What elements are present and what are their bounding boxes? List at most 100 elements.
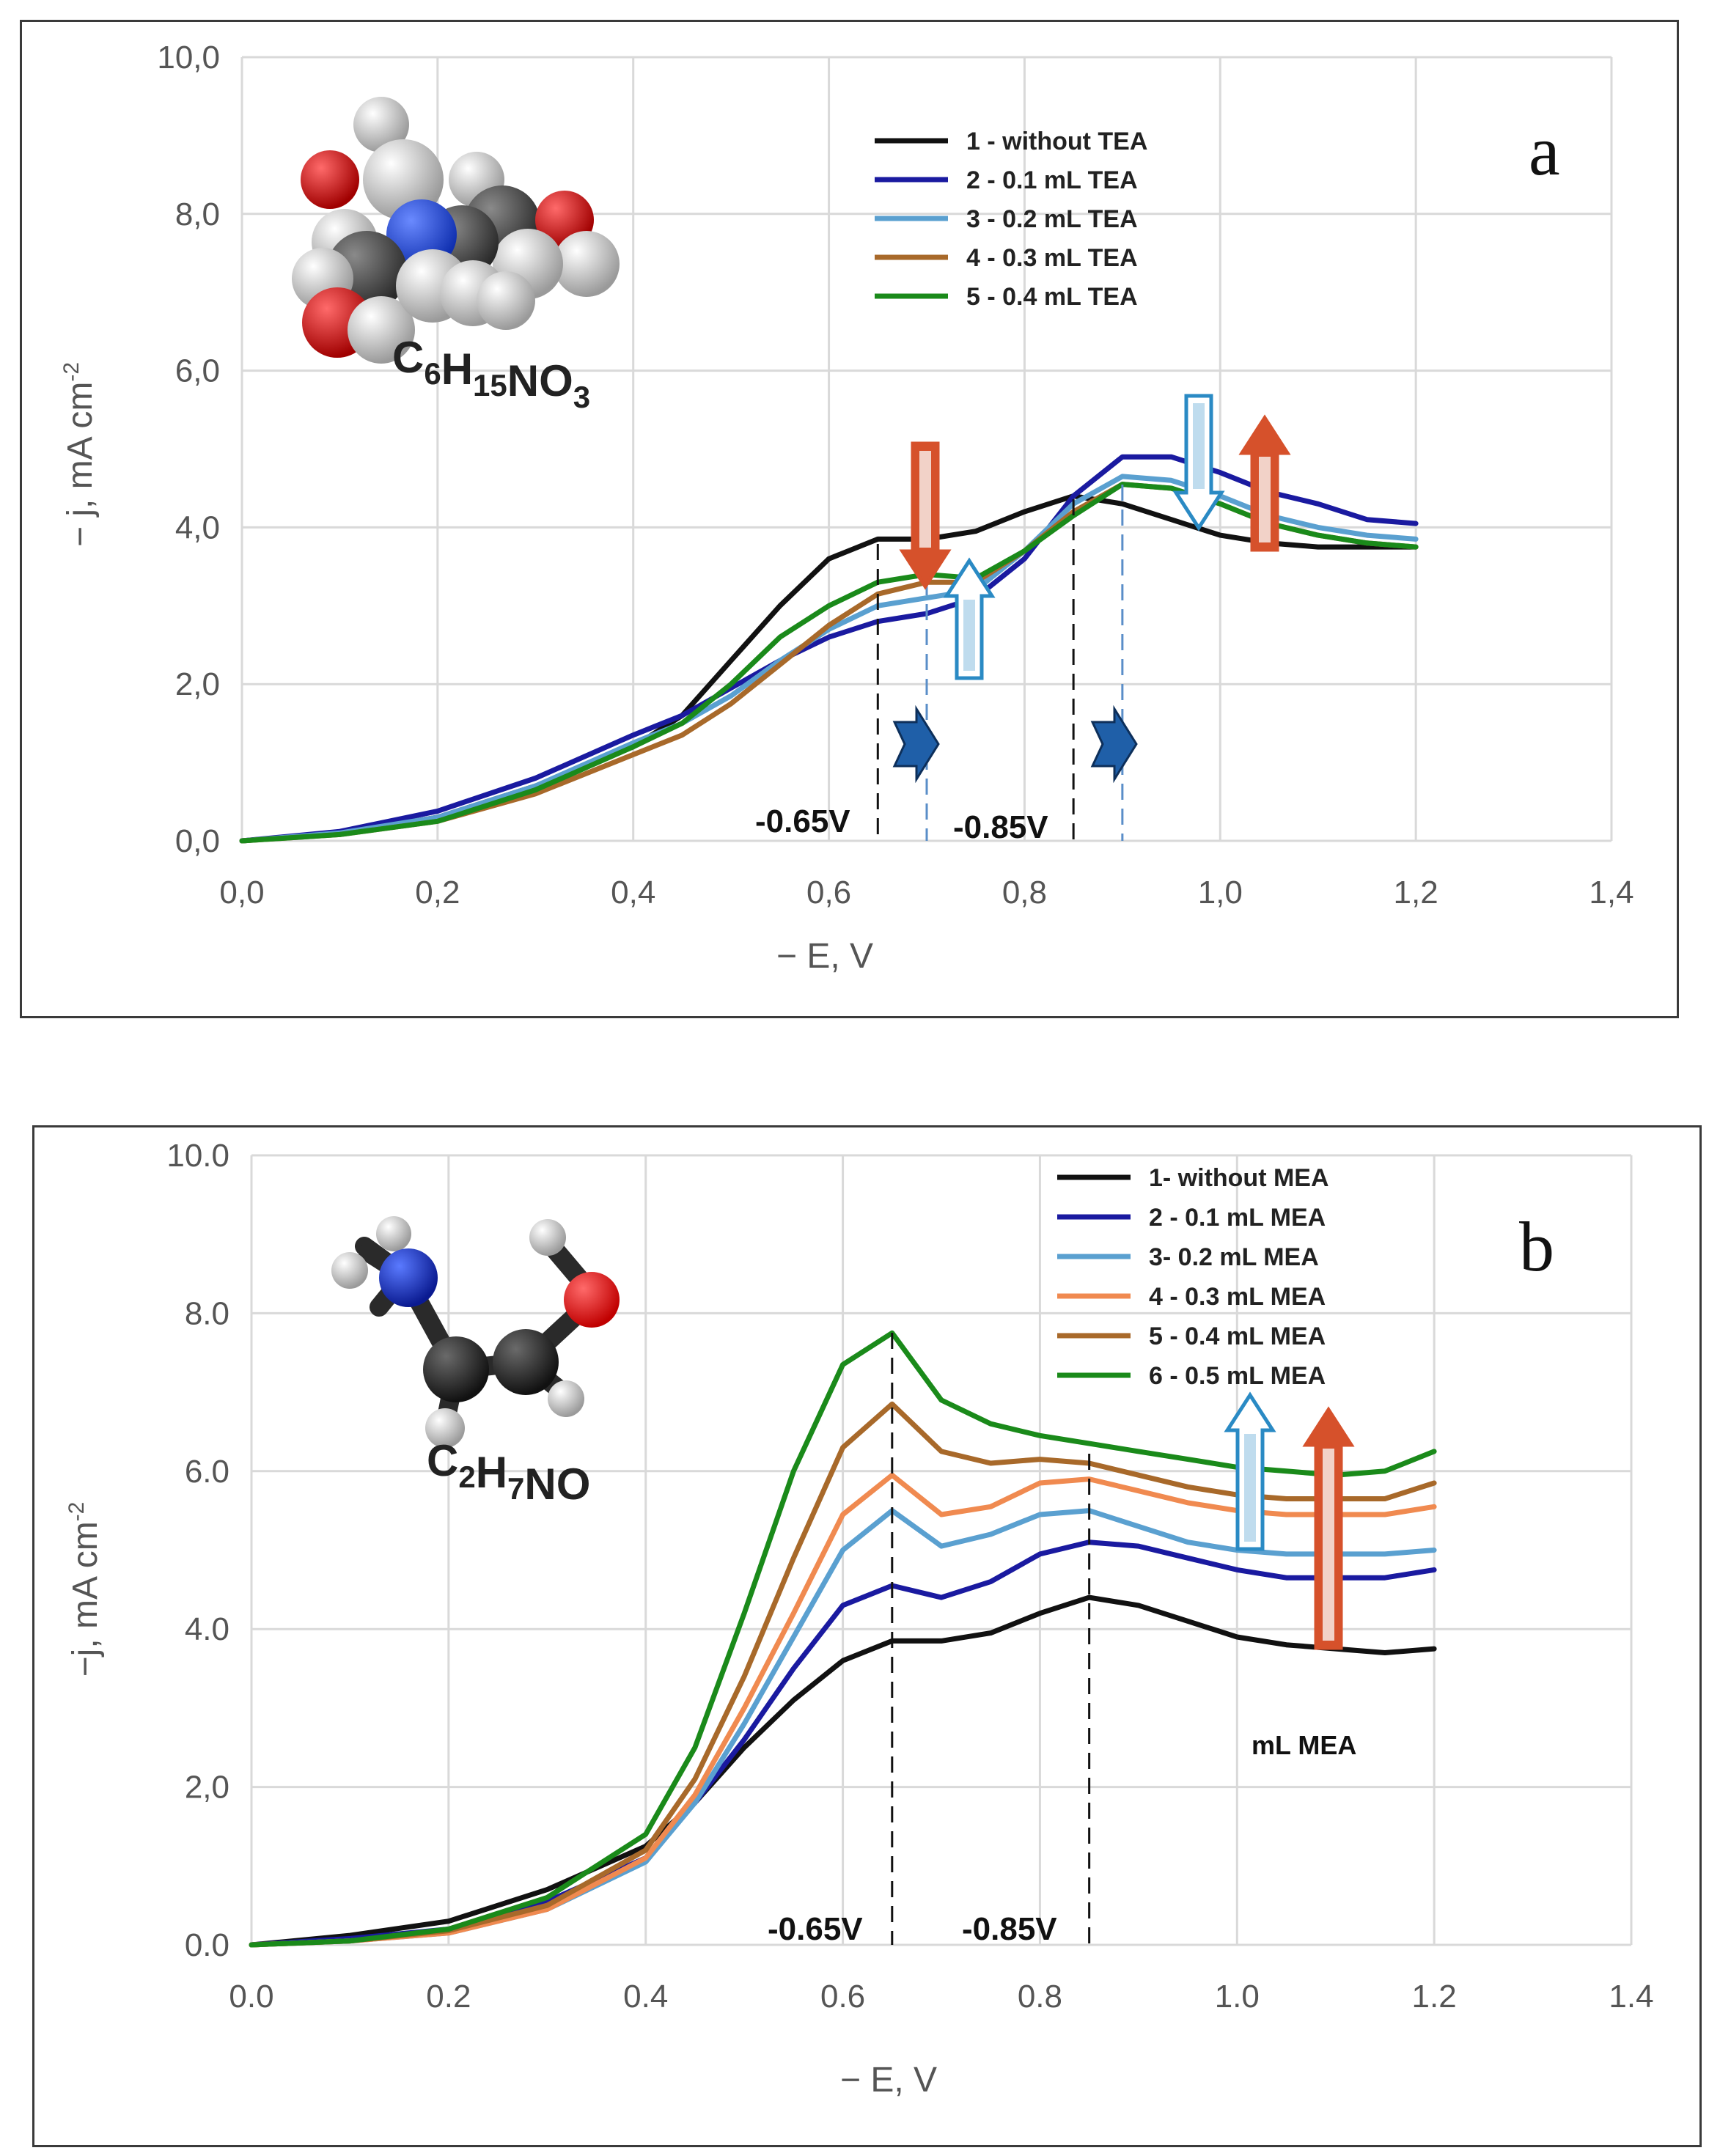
legend-entry: 3 - 0.2 mL TEA	[966, 205, 1138, 233]
y-axis-title-b: −j, mA cm-2	[65, 1502, 105, 1677]
x-tick-label: 0.4	[623, 1979, 668, 2015]
x-tick-label: 1.0	[1215, 1979, 1260, 2015]
down-arrow-icon	[1172, 394, 1225, 531]
molecule-atom	[423, 1336, 489, 1402]
chart-b-series	[249, 1330, 1437, 1948]
molecule-atom	[425, 1408, 465, 1448]
x-tick-label: 0.0	[229, 1979, 273, 2015]
x-tick-label: 1,0	[1198, 875, 1243, 910]
formula-subscript: 6	[424, 356, 441, 391]
up-arrow-icon	[1238, 414, 1291, 552]
marker-label: -0.85V	[962, 1911, 1057, 1947]
molecule-atom	[564, 1272, 620, 1328]
y-axis-title-exponent: -2	[59, 362, 84, 382]
molecule-atom	[376, 1216, 411, 1251]
up-arrow-icon	[1224, 1391, 1276, 1551]
formula-element: NO	[507, 356, 573, 405]
x-tick-label: 1.4	[1609, 1979, 1653, 2015]
y-tick-label: 6,0	[175, 353, 220, 389]
y-tick-label: 2,0	[175, 666, 220, 702]
formula-element: C	[427, 1436, 458, 1485]
formula-subscript: 15	[473, 368, 507, 402]
chart-a-legend: 1 - without TEA 2 - 0.1 mL TEA 3 - 0.2 mL …	[875, 128, 1147, 311]
series-line-5	[249, 1401, 1437, 1948]
formula-element: NO	[524, 1460, 590, 1509]
arrow-highlight	[1193, 403, 1205, 489]
chart-b-arrows	[1224, 1391, 1355, 1650]
y-tick-label: 10.0	[166, 1138, 229, 1174]
marker-label: -0.85V	[953, 809, 1048, 845]
legend-entry: 2 - 0.1 mL MEA	[1149, 1204, 1326, 1232]
chart-panel-a: 0,0 0,2 0,4 0,6 0,8 1,0 1,2 1,4 0,0 2,0 4,0 6,0 8,0 1…	[20, 20, 1679, 1018]
legend-entry: 1 - without TEA	[966, 128, 1147, 155]
legend-entry: 1- without MEA	[1149, 1164, 1329, 1192]
y-tick-label: 0,0	[175, 823, 220, 859]
chart-b-grid: 0.0 0.2 0.4 0.6 0.8 1.0 1.2 1.4 0.0 2,0 4.0 6.0 8.0 1…	[166, 1138, 1653, 2015]
y-tick-label: 0.0	[185, 1927, 229, 1963]
molecule-atom	[331, 1252, 368, 1289]
molecule-atom	[548, 1380, 584, 1417]
formula-b: C2H7NO	[427, 1436, 590, 1509]
legend-entry: 4 - 0.3 mL MEA	[1149, 1283, 1326, 1311]
formula-element: H	[441, 345, 473, 394]
x-tick-label: 0,6	[806, 875, 851, 910]
molecule-atom	[477, 271, 535, 330]
shift-arrow-shape	[892, 704, 940, 784]
chart-a-arrows	[892, 394, 1291, 784]
x-axis-title-a: − E, V	[776, 937, 873, 976]
y-tick-label: 6.0	[185, 1454, 229, 1490]
x-tick-label: 1,2	[1394, 875, 1438, 910]
arrow-highlight	[1259, 457, 1271, 542]
legend-entry: 5 - 0.4 mL MEA	[1149, 1322, 1326, 1350]
formula-subscript: 3	[573, 380, 590, 414]
shift-arrow-shape	[1090, 704, 1138, 784]
x-tick-label: 0.2	[426, 1979, 471, 2015]
formula-subscript: 2	[458, 1460, 475, 1494]
chart-panel-b: 0.0 0.2 0.4 0.6 0.8 1.0 1.2 1.4 0.0 2,0 4.0 6.0 8.0 1…	[32, 1125, 1702, 2147]
legend-entry: 6 - 0.5 mL MEA	[1149, 1362, 1326, 1390]
series-line-4	[249, 1472, 1437, 1948]
formula-a: C6H15NO3	[392, 333, 590, 414]
formula-subscript: 7	[507, 1471, 524, 1506]
chart-a-svg: 0,0 0,2 0,4 0,6 0,8 1,0 1,2 1,4 0,0 2,0 4,0 6,0 8,0 1…	[59, 40, 1634, 976]
y-tick-label: 8,0	[175, 196, 220, 232]
y-tick-label: 4.0	[185, 1611, 229, 1647]
x-tick-label: 0,2	[415, 875, 460, 910]
arrow-highlight	[919, 451, 931, 548]
chart-b-legend: 1- without MEA 2 - 0.1 mL MEA 3- 0.2 mL ME…	[1057, 1164, 1329, 1390]
x-tick-label: 1.2	[1412, 1979, 1457, 2015]
shift-arrow-icon	[1090, 704, 1138, 784]
x-tick-label: 0.8	[1018, 1979, 1062, 2015]
molecule-atom	[348, 296, 415, 364]
legend-entry: 2 - 0.1 mL TEA	[966, 166, 1138, 194]
chart-a-markers: -0.65V -0.85V	[755, 485, 1124, 845]
note-text-b: mL MEA	[1252, 1730, 1356, 1760]
molecule-atom	[379, 1248, 438, 1307]
marker-label: -0.65V	[755, 803, 850, 839]
legend-entry: 4 - 0.3 mL TEA	[966, 244, 1138, 272]
y-axis-title-a: − j, mA cm-2	[59, 362, 100, 547]
down-arrow-icon	[899, 441, 952, 590]
y-tick-label: 4,0	[175, 509, 220, 545]
panel-label-b: b	[1519, 1207, 1554, 1286]
x-tick-label: 0.6	[820, 1979, 865, 2015]
chart-b-markers: -0.65V -0.85V	[768, 1333, 1091, 1947]
legend-entry: 5 - 0.4 mL TEA	[966, 283, 1138, 311]
up-arrow-icon	[1302, 1406, 1355, 1650]
x-tick-label: 0,0	[219, 875, 264, 910]
panel-label-a: a	[1529, 111, 1560, 190]
chart-b-svg: 0.0 0.2 0.4 0.6 0.8 1.0 1.2 1.4 0.0 2,0 4.0 6.0 8.0 1…	[65, 1138, 1654, 2100]
x-tick-label: 0,8	[1002, 875, 1047, 910]
y-tick-label: 2,0	[185, 1770, 229, 1806]
x-tick-label: 0,4	[611, 875, 655, 910]
arrow-highlight	[1323, 1449, 1334, 1641]
molecule-atom	[529, 1219, 566, 1256]
formula-element: C	[392, 333, 424, 382]
chart-a-grid: 0,0 0,2 0,4 0,6 0,8 1,0 1,2 1,4 0,0 2,0 4,0 6,0 8,0 1…	[157, 40, 1633, 910]
molecule-atom	[493, 1329, 559, 1395]
series-line-6	[249, 1330, 1437, 1948]
molecule-atom	[554, 231, 620, 297]
y-tick-label: 8.0	[185, 1295, 229, 1331]
marker-label: -0.65V	[768, 1911, 863, 1947]
arrow-highlight	[963, 600, 975, 671]
